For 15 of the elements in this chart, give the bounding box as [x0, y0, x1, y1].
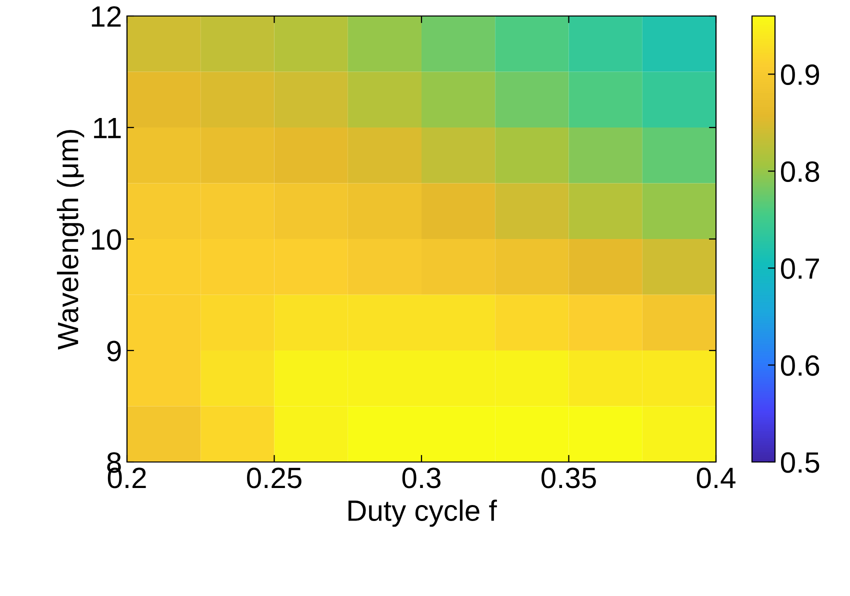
y-axis-title: Wavelength (μm) — [56, 130, 84, 350]
x-tick-label: 0.3 — [402, 468, 440, 488]
color-bar-label: 0.8 — [781, 161, 820, 182]
color-bar-label: 0.5 — [781, 452, 820, 473]
x-tick-label: 0.25 — [247, 468, 302, 488]
x-axis-title: Duty cycle f — [348, 500, 497, 527]
color-bar-label: 0.6 — [781, 355, 820, 376]
y-tick-label: 12 — [92, 6, 121, 27]
y-tick-label: 10 — [92, 229, 121, 250]
x-tick-label: 0.4 — [696, 468, 736, 488]
color-bar-label: 0.9 — [781, 64, 820, 86]
y-tick-label: 11 — [94, 118, 121, 138]
y-tick-label: 9 — [107, 340, 121, 362]
x-tick-label: 0.35 — [542, 468, 596, 488]
color-bar-label: 0.7 — [781, 258, 819, 279]
